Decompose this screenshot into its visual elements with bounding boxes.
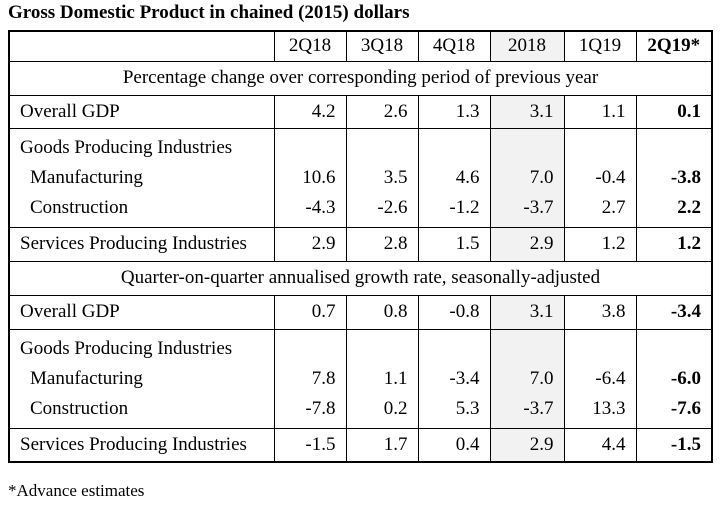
table-cell: 1.2 (563, 227, 636, 262)
table-cell: 2.9 (489, 428, 564, 462)
header-label-cell (9, 31, 274, 62)
table-cell (417, 329, 490, 363)
table-cell: -3.4 (417, 363, 490, 395)
table-cell: 2.8 (345, 227, 418, 262)
row-label: Overall GDP (9, 295, 274, 330)
table-cell: 3.5 (345, 162, 418, 194)
column-header: 3Q18 (345, 31, 418, 62)
table-cell: 0.7 (273, 295, 346, 330)
row-label: Construction (9, 194, 274, 228)
table-cell (635, 128, 712, 162)
table-row: Goods Producing Industries (9, 128, 712, 162)
row-label: Goods Producing Industries (20, 337, 233, 359)
table-cell: -7.6 (635, 395, 712, 429)
table-cell: -1.5 (273, 428, 346, 462)
table-cell: 1.3 (417, 95, 490, 129)
column-header: 1Q19 (563, 31, 636, 62)
header-row: 2Q18 3Q18 4Q18 2018 1Q19 2Q19* (9, 31, 712, 62)
table-cell: 1.1 (345, 363, 418, 395)
table-cell: 2.9 (273, 227, 346, 262)
row-label: Overall GDP (9, 95, 274, 129)
table-cell: -0.4 (563, 162, 636, 194)
column-header: 2Q18 (273, 31, 346, 62)
gdp-table: 2Q18 3Q18 4Q18 2018 1Q19 2Q19* Percentag… (8, 30, 713, 463)
column-header: 4Q18 (417, 31, 490, 62)
table-cell: 13.3 (563, 395, 636, 429)
table-cell: 10.6 (273, 162, 346, 194)
table-cell: 0.2 (345, 395, 418, 429)
section-heading: Percentage change over corresponding per… (9, 61, 712, 96)
table-cell (563, 329, 636, 363)
table-cell (635, 329, 712, 363)
table-cell: 0.8 (345, 295, 418, 330)
table-row: Goods Producing Industries (9, 329, 712, 363)
table-row: Construction -7.8 0.2 5.3 -3.7 13.3 -7.6 (9, 395, 712, 429)
footnote: *Advance estimates (8, 481, 145, 500)
table-row: Overall GDP 4.2 2.6 1.3 3.1 1.1 0.1 (9, 95, 712, 129)
table-cell (489, 329, 564, 363)
row-label: Manufacturing (30, 167, 143, 188)
section-heading-row: Percentage change over corresponding per… (9, 61, 712, 96)
table-row: Construction -4.3 -2.6 -1.2 -3.7 2.7 2.2 (9, 194, 712, 228)
row-label: Construction (9, 395, 274, 429)
table-cell: -2.6 (345, 194, 418, 228)
table-cell (417, 128, 490, 162)
row-label: Services Producing Industries (20, 433, 247, 455)
table-cell: 0.1 (635, 95, 712, 129)
column-header: 2018 (489, 31, 564, 62)
table-cell: -7.8 (273, 395, 346, 429)
table-cell: 0.4 (417, 428, 490, 462)
table-cell: 1.1 (563, 95, 636, 129)
table-cell: 3.1 (489, 95, 564, 129)
table-cell: -4.3 (273, 194, 346, 228)
table-cell: -3.7 (489, 194, 564, 228)
row-label: Goods Producing Industries (20, 136, 233, 158)
table-title: Gross Domestic Product in chained (2015)… (8, 2, 410, 23)
table-cell: 5.3 (417, 395, 490, 429)
table-cell: 3.8 (563, 295, 636, 330)
table-cell: 1.7 (345, 428, 418, 462)
table-cell: 2.2 (635, 194, 712, 228)
table-cell (563, 128, 636, 162)
table-row: Services Producing Industries 2.9 2.8 1.… (9, 227, 712, 262)
table-cell: -0.8 (417, 295, 490, 330)
table-cell: 3.1 (489, 295, 564, 330)
table-cell: -6.4 (563, 363, 636, 395)
table-cell (273, 128, 346, 162)
table-cell: 1.2 (635, 227, 712, 262)
table-cell (345, 329, 418, 363)
table-cell: 4.2 (273, 95, 346, 129)
table-cell: -3.7 (489, 395, 564, 429)
section-heading-row: Quarter-on-quarter annualised growth rat… (9, 261, 712, 296)
row-label: Services Producing Industries (9, 227, 274, 262)
table-cell: -6.0 (635, 363, 712, 395)
table-cell: -3.4 (635, 295, 712, 330)
table-cell: -1.2 (417, 194, 490, 228)
table-cell (489, 128, 564, 162)
table-cell: 2.9 (489, 227, 564, 262)
table-row: Manufacturing 7.8 1.1 -3.4 7.0 -6.4 -6.0 (9, 363, 712, 395)
table-cell: -3.8 (635, 162, 712, 194)
table-cell: 7.0 (489, 162, 564, 194)
table-cell: 2.6 (345, 95, 418, 129)
table-cell (345, 128, 418, 162)
table-row: Overall GDP 0.7 0.8 -0.8 3.1 3.8 -3.4 (9, 295, 712, 330)
table-cell: 7.8 (273, 363, 346, 395)
table-cell: 4.6 (417, 162, 490, 194)
table-cell: 7.0 (489, 363, 564, 395)
section-heading: Quarter-on-quarter annualised growth rat… (9, 261, 712, 296)
table-cell: 4.4 (563, 428, 636, 462)
table-cell: 2.7 (563, 194, 636, 228)
table-row: Manufacturing 10.6 3.5 4.6 7.0 -0.4 -3.8 (9, 162, 712, 194)
table-row: Services Producing Industries -1.5 1.7 0… (9, 428, 712, 462)
table-cell: -1.5 (635, 428, 712, 462)
column-header: 2Q19* (635, 31, 712, 62)
row-label: Manufacturing (30, 368, 143, 389)
table-cell (273, 329, 346, 363)
table-cell: 1.5 (417, 227, 490, 262)
